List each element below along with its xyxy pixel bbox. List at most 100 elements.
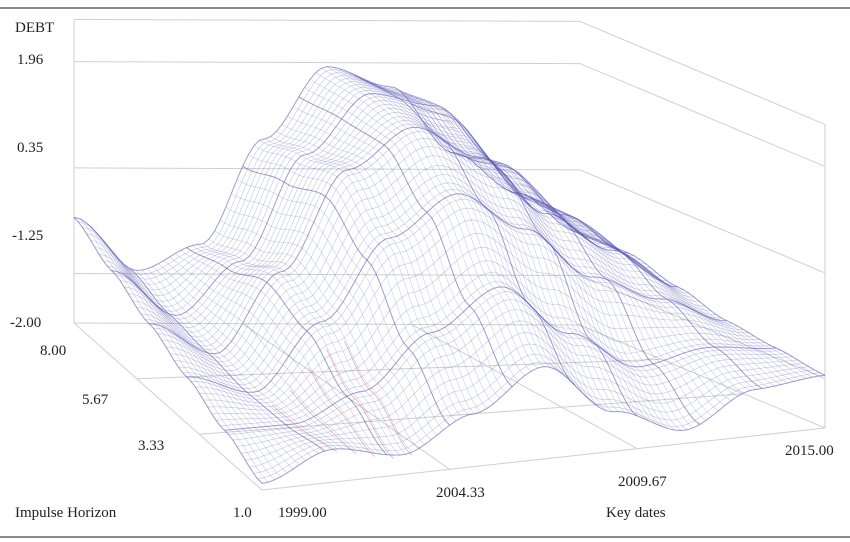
surface-mesh-line: [270, 136, 482, 412]
surface-mesh-line: [461, 154, 694, 428]
surface-mesh-line: [178, 182, 717, 385]
surface-mesh-line: [360, 77, 582, 392]
surface-mesh-line: [236, 309, 793, 447]
surface-mesh-line: [450, 152, 682, 431]
surface-mesh-line: [259, 140, 469, 416]
z-tick-label: -1.25: [12, 228, 44, 244]
surface-mesh-line: [298, 96, 513, 387]
surface-mesh-line: [90, 226, 282, 477]
surface-mesh-line: [231, 193, 438, 436]
surface-mesh-line: [253, 145, 463, 418]
surface-mesh-line: [73, 217, 263, 484]
surface-mesh-line: [574, 231, 819, 377]
surface-mesh-line: [203, 232, 749, 407]
horizon-axis-title: Impulse Horizon: [15, 505, 117, 521]
wall-top-edge: [73, 18, 826, 125]
surface-mesh-line: [195, 207, 738, 400]
surface-mesh-line: [94, 81, 608, 297]
surface-mesh-line: [349, 72, 569, 380]
surface-underside-line: [289, 389, 357, 454]
surface-mesh-line: [128, 108, 651, 333]
surface-mesh-line: [96, 232, 288, 474]
surface-mesh-line: [149, 126, 679, 355]
surface-mesh-line: [107, 246, 300, 465]
surface-underside-line: [307, 366, 375, 457]
surface-mesh-line: [579, 232, 826, 376]
z-tick-label: -2.00: [10, 315, 42, 331]
date-gridline: [411, 323, 638, 450]
surface-mesh-line: [473, 161, 707, 421]
surface-mesh-line: [383, 85, 607, 411]
surface-mesh-line: [207, 246, 755, 411]
surface-mesh-line: [315, 72, 532, 372]
surface-mesh-line: [118, 259, 313, 458]
horizon-gridline: [136, 358, 662, 380]
z-tick-label: 0.35: [17, 140, 44, 156]
surface-mesh-line: [428, 129, 657, 425]
surface-mesh-line: [161, 146, 695, 367]
surface-mesh-line: [484, 171, 719, 411]
surface-mesh-line: [73, 66, 581, 271]
surface-mesh-line: [261, 366, 826, 484]
surface-mesh-line: [144, 123, 673, 351]
surface-mesh-line: [467, 157, 701, 425]
surface-mesh-line: [495, 182, 732, 401]
bottom-rule: [0, 536, 850, 538]
surface-mesh-line: [241, 320, 798, 454]
surface-mesh-line: [220, 219, 425, 445]
surface-mesh-line: [84, 221, 275, 481]
surface-mesh-line: [103, 87, 619, 308]
surface-mesh-line: [253, 353, 815, 474]
date-tick-label: 1999.00: [278, 505, 327, 521]
surface-mesh-line: [140, 120, 668, 347]
surface-mesh-line: [366, 79, 588, 398]
date-tick-label: 2009.67: [618, 474, 667, 490]
surface-mesh-line: [107, 90, 624, 312]
surface-mesh-line: [191, 245, 394, 456]
surface-mesh-line: [197, 244, 400, 456]
date-axis-line: [261, 427, 826, 491]
surface-mesh-line: [551, 215, 794, 382]
surface-underside-line: [271, 404, 338, 453]
surface-mesh-line: [132, 112, 657, 338]
surface-mesh-line: [309, 79, 525, 376]
horizon-axis-line: [73, 322, 263, 491]
surface-mesh-line: [236, 179, 444, 431]
surface-mesh-line: [242, 165, 451, 426]
surface-mesh-line: [394, 87, 619, 412]
surface-mesh-line: [220, 281, 771, 427]
surface-mesh-line: [338, 68, 557, 370]
surface-mesh-line: [182, 189, 722, 389]
horizon-tick-label: 8.00: [40, 343, 67, 359]
surface-mesh-line: [439, 144, 669, 429]
surface-mesh-line: [170, 164, 706, 376]
surface-mesh-line: [245, 332, 804, 461]
surface-mesh-line: [208, 238, 413, 453]
surface-mesh-line: [416, 111, 644, 419]
surface-mesh-line: [224, 286, 777, 431]
surface-mesh-line: [399, 90, 626, 413]
surface-mesh-line: [135, 270, 331, 450]
surface-mesh-line: [371, 82, 594, 404]
surface-mesh-line: [79, 218, 269, 483]
surface-mesh-line: [326, 66, 544, 367]
surface-mesh-line: [141, 269, 338, 450]
surface-mesh-line: [119, 100, 640, 324]
surface-mesh-line: [405, 96, 632, 414]
surface-mesh-line: [354, 74, 576, 386]
surface-mesh-line: [165, 155, 700, 372]
surface-mesh-line: [332, 66, 551, 368]
surface-mesh-line: [169, 256, 369, 453]
surface-mesh-line: [568, 228, 813, 378]
surface-mesh-line: [249, 343, 809, 468]
date-tick-label: 2004.33: [436, 485, 485, 501]
surface-mesh-line: [186, 193, 728, 393]
surface-mesh-line: [174, 174, 711, 381]
surface-mesh-line: [411, 103, 638, 417]
surface-mesh-line: [186, 247, 388, 456]
surface-mesh-line: [534, 200, 776, 387]
surface-mesh-line: [501, 186, 738, 397]
z-gridline: [73, 61, 826, 168]
